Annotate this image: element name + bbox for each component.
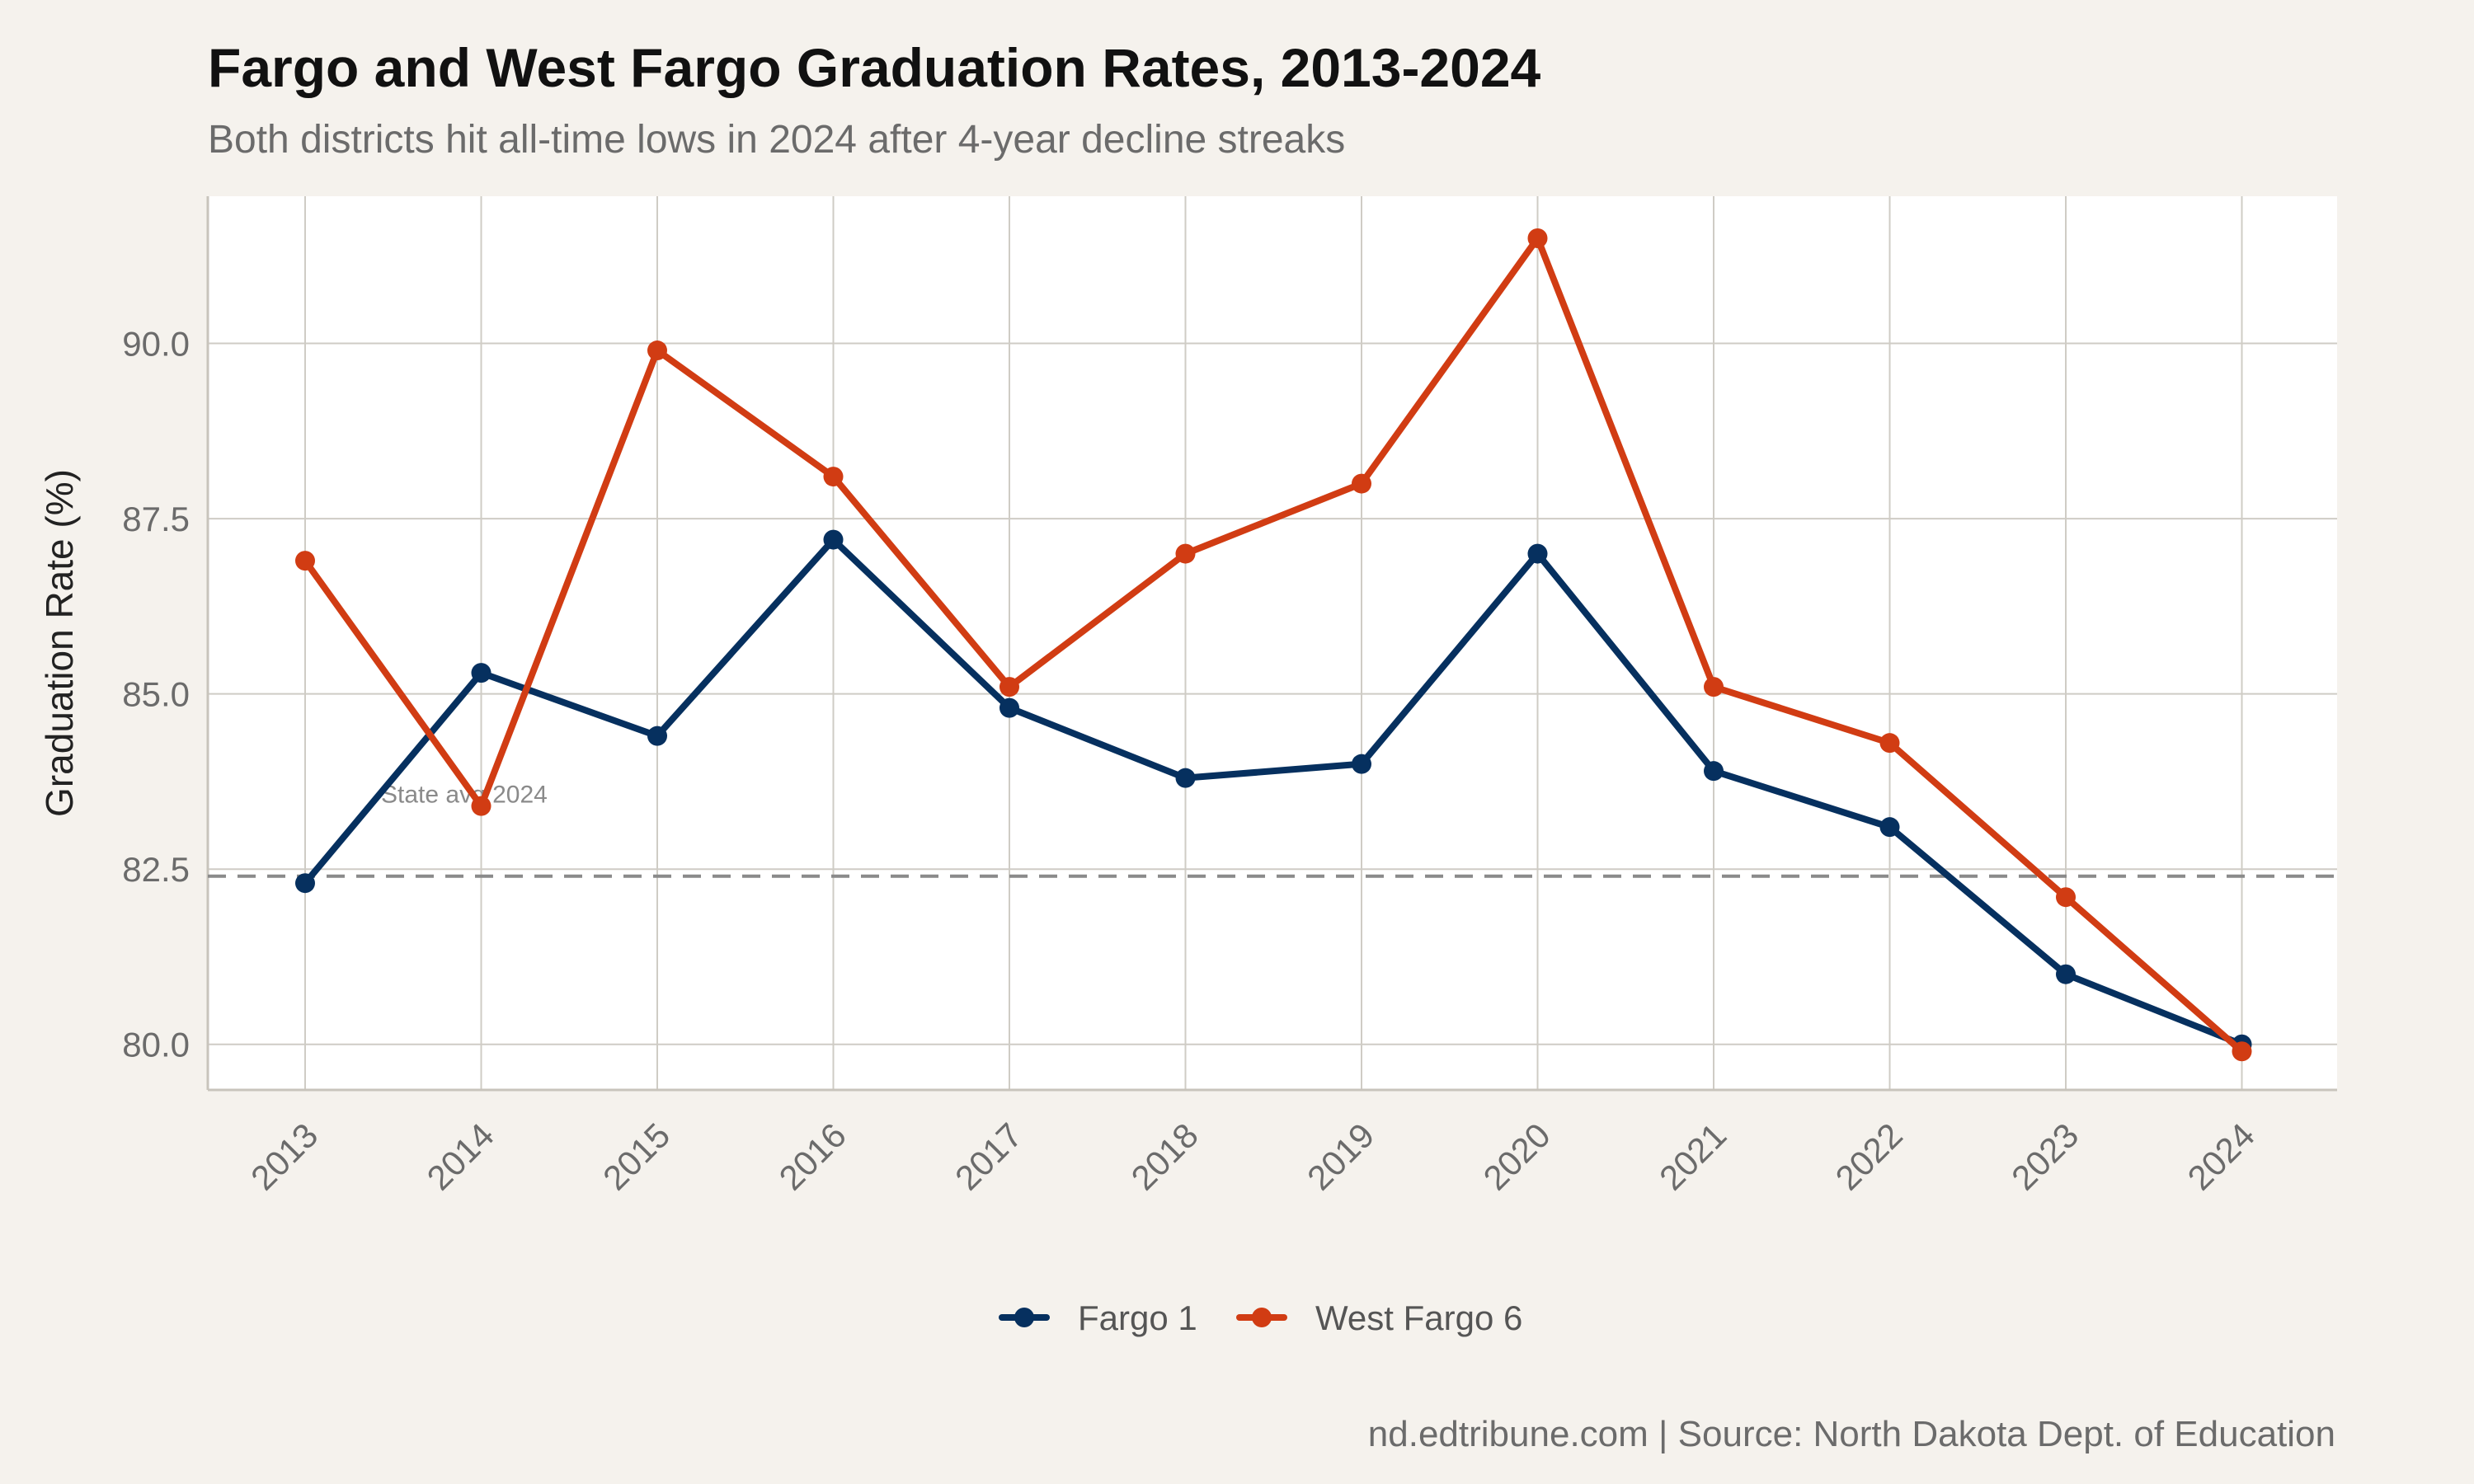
x-tick-label: 2019: [1300, 1115, 1381, 1197]
legend-label: West Fargo 6: [1315, 1298, 1522, 1337]
data-point: [823, 467, 844, 487]
legend-swatch-point: [1252, 1308, 1272, 1327]
data-point: [1175, 768, 1196, 788]
x-tick-label: 2013: [243, 1115, 325, 1197]
grid-x: [304, 196, 2243, 1090]
data-point: [1879, 733, 1900, 754]
x-tick-label: 2018: [1124, 1115, 1206, 1197]
y-tick-labels: 80.0 82.5 85.0 87.5 90.0: [122, 325, 190, 1064]
data-point: [1879, 817, 1900, 838]
series-fargo-1: [295, 529, 2252, 1054]
y-axis-label: Graduation Rate (%): [38, 469, 81, 817]
x-tick-labels: 2013 2014 2015 2016 2017 2018 2019 2020 2021 2022…: [243, 1115, 2262, 1197]
data-point: [999, 697, 1019, 718]
data-point: [2056, 887, 2076, 908]
y-tick-label: 87.5: [122, 500, 190, 538]
x-tick-label: 2021: [1652, 1115, 1733, 1197]
x-tick-label: 2024: [2180, 1115, 2262, 1197]
data-point: [1352, 473, 1371, 494]
legend: Fargo 1 West Fargo 6: [999, 1298, 1522, 1337]
data-point: [1704, 677, 1724, 697]
series-line: [302, 235, 2246, 1055]
data-point: [2056, 964, 2076, 984]
x-tick-label: 2015: [595, 1115, 677, 1197]
legend-item-west-fargo-6: West Fargo 6: [1236, 1298, 1522, 1337]
x-tick-label: 2014: [420, 1115, 501, 1197]
data-point: [823, 529, 844, 550]
legend-item-fargo-1: Fargo 1: [999, 1298, 1197, 1337]
data-point: [1704, 761, 1724, 782]
data-point: [1527, 543, 1548, 564]
legend-label: Fargo 1: [1078, 1298, 1197, 1337]
x-tick-label: 2017: [948, 1115, 1029, 1197]
series-west-fargo-6: [295, 228, 2252, 1062]
x-tick-label: 2020: [1476, 1115, 1558, 1197]
legend-swatch-point: [1014, 1308, 1034, 1327]
data-point: [1175, 543, 1196, 564]
data-point: [471, 663, 492, 683]
data-point: [1527, 228, 1548, 249]
chart-subtitle: Both districts hit all-time lows in 2024…: [208, 118, 1346, 162]
series-layer: [295, 228, 2252, 1062]
x-tick-label: 2023: [2004, 1115, 2086, 1197]
data-point: [295, 873, 315, 894]
x-tick-label: 2022: [1828, 1115, 1910, 1197]
data-point: [647, 726, 667, 746]
data-point: [2232, 1041, 2252, 1062]
y-tick-label: 85.0: [122, 675, 190, 714]
data-point: [999, 677, 1019, 697]
series-line: [302, 536, 2246, 1048]
y-tick-label: 80.0: [122, 1026, 190, 1064]
chart-caption: nd.edtribune.com | Source: North Dakota …: [1367, 1414, 2335, 1454]
chart-title: Fargo and West Fargo Graduation Rates, 2…: [208, 37, 1541, 98]
data-point: [295, 551, 315, 571]
y-tick-label: 82.5: [122, 850, 190, 889]
data-point: [647, 340, 667, 361]
data-point: [1352, 754, 1371, 774]
y-tick-label: 90.0: [122, 325, 190, 364]
data-point: [471, 796, 492, 816]
plot-panel: [208, 196, 2337, 1090]
x-tick-label: 2016: [772, 1115, 854, 1197]
